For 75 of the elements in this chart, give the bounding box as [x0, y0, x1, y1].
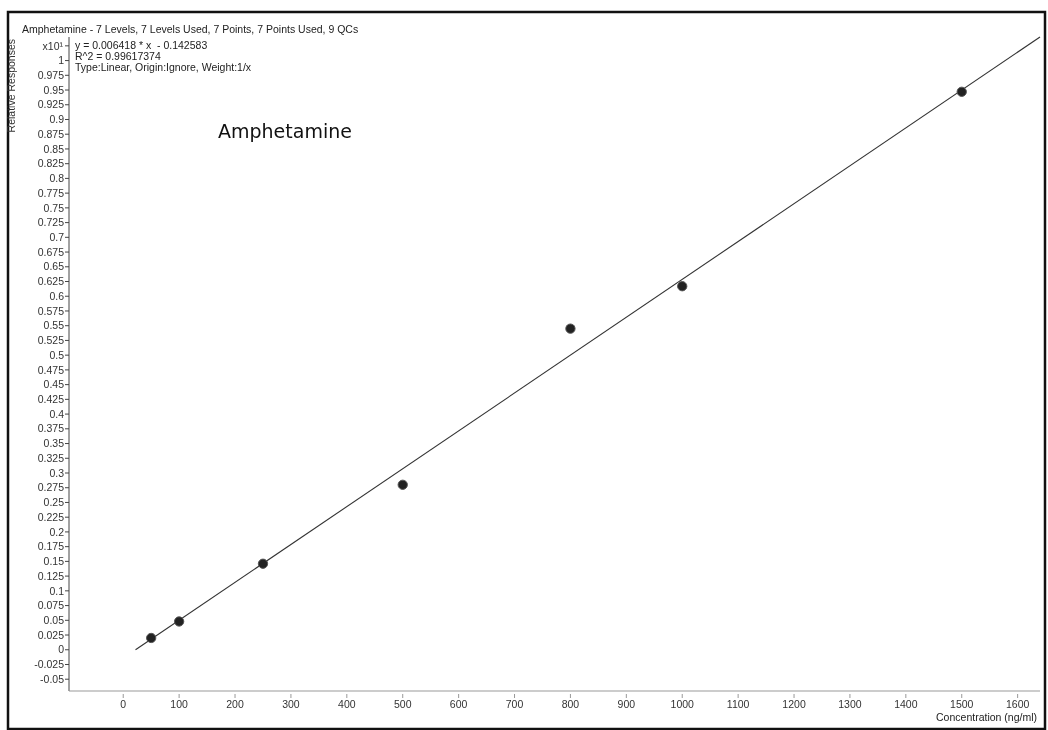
x-tick-label: 1000	[670, 698, 695, 710]
y-tick-label: 0.45	[43, 378, 65, 391]
x-tick-label: 700	[505, 698, 524, 710]
y-tick-label: 0.375	[37, 422, 65, 435]
y-tick-label: -0.05	[40, 672, 65, 685]
y-tick-label: 0.575	[37, 304, 65, 317]
y-tick-label: 0.8	[49, 172, 65, 185]
x-tick-label: 1300	[838, 698, 862, 710]
y-tick-label: 0.175	[37, 540, 65, 553]
point	[257, 558, 269, 569]
y-tick-label: 0.325	[37, 451, 65, 464]
x-tick-label: 1600	[1005, 698, 1030, 710]
y-tick-label: 0.725	[37, 216, 65, 229]
annotation: Amphetamine	[218, 120, 352, 142]
x-tick-label: 100	[170, 698, 189, 710]
x-tick-label: 400	[338, 698, 356, 710]
x-tick-label: 900	[617, 698, 636, 710]
y-tick-label: 0.125	[37, 569, 65, 582]
y-tick-label: 0.2	[49, 525, 65, 538]
x-tick-label: 300	[282, 698, 300, 710]
y-tick-label: 0.425	[37, 393, 65, 406]
y-tick-label: 0.5	[49, 348, 65, 361]
y-tick-label: 1	[58, 54, 65, 67]
y-tick-label: 0.075	[37, 599, 65, 612]
x-tick-label: 200	[226, 698, 244, 710]
y-tick-label: 0.525	[37, 334, 65, 347]
x-tick-label: 1500	[950, 698, 974, 710]
point	[677, 281, 688, 292]
y-tick-label: 0.625	[37, 275, 65, 288]
y-tick-label: 0.475	[37, 363, 65, 376]
y-tick-label: 0.9	[49, 113, 65, 126]
y-tick-label: -0.025	[34, 658, 65, 671]
y-tick-label: 0.975	[37, 68, 65, 81]
y-axis-title: Relative Responses	[5, 39, 17, 133]
point	[565, 323, 576, 334]
y-tick-label: 0.55	[43, 319, 65, 332]
y-tick-label: 0.775	[37, 186, 65, 199]
y-tick-label: 0.925	[37, 98, 65, 111]
x-tick-label: 600	[449, 698, 468, 710]
annotation: Type:Linear, Origin:Ignore, Weight:1/x	[75, 61, 252, 73]
annotation: R^2 = 0.99617374	[75, 50, 161, 62]
y-tick-label: 0.225	[37, 510, 65, 523]
point	[173, 616, 185, 627]
y-tick-label: 0.25	[43, 496, 65, 509]
point	[956, 86, 967, 97]
y-tick-label: 0.15	[43, 555, 65, 568]
y-tick-label: 0.05	[43, 613, 65, 626]
x-axis-title: Concentration (ng/ml)	[936, 711, 1037, 723]
y-tick-label: 0.65	[43, 260, 65, 273]
y-tick-label: 0.675	[37, 245, 65, 258]
y-tick-label: 0.7	[49, 231, 65, 243]
x-tick-label: 1100	[726, 698, 750, 710]
y-tick-label: 0.6	[49, 289, 65, 302]
y-tick-label: 0.825	[37, 157, 65, 170]
chart-title: Amphetamine - 7 Levels, 7 Levels Used, 7 Points, 7 Points Used, 9 QCs	[22, 23, 359, 35]
x-tick-label: 1200	[782, 698, 806, 710]
y-tick-label: 0.35	[43, 437, 65, 450]
point	[397, 479, 408, 490]
y-tick-label: 0.75	[43, 201, 65, 214]
x-tick-label: 500	[393, 698, 412, 710]
x-tick-label: 1400	[894, 698, 918, 710]
y-tick-label: 0.1	[49, 584, 65, 597]
text: x10¹	[42, 40, 64, 52]
y-tick-label: 0.3	[49, 466, 65, 479]
y-tick-label: 0.875	[37, 127, 65, 140]
y-tick-label: 0.025	[37, 628, 65, 641]
y-tick-label: 0.275	[37, 481, 65, 494]
x-tick-label: 800	[561, 698, 580, 710]
annotation: y = 0.006418 * x - 0.142583	[75, 39, 208, 51]
x-tick-label: 0	[120, 698, 127, 710]
y-tick-label: 0.95	[43, 83, 65, 96]
y-tick-label: 0	[58, 643, 65, 656]
point	[146, 632, 157, 644]
y-tick-label: 0.4	[49, 407, 65, 420]
y-tick-label: 0.85	[43, 142, 65, 155]
